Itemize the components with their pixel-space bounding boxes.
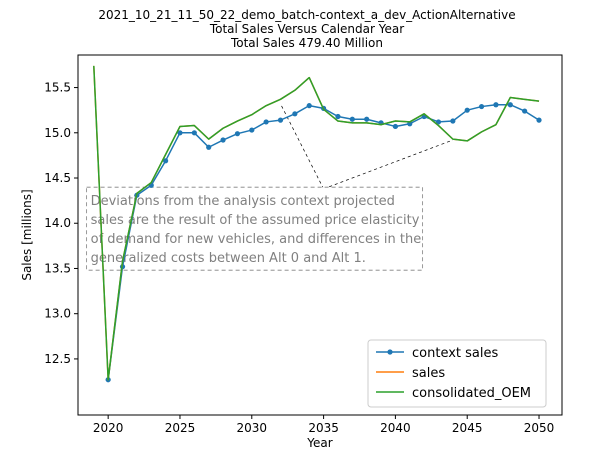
data-point	[392, 123, 399, 130]
data-point	[536, 117, 542, 123]
legend-label: sales	[412, 366, 445, 381]
data-point	[292, 111, 298, 117]
data-point	[191, 130, 197, 136]
data-point	[493, 102, 499, 108]
data-point	[478, 103, 485, 110]
y-axis-label: Sales [millions]	[20, 189, 34, 280]
x-tick-label: 2030	[237, 421, 268, 435]
data-point	[206, 144, 212, 150]
y-tick-label: 12.5	[44, 352, 71, 366]
chart-title-line-2: Total Sales Versus Calendar Year	[209, 22, 405, 36]
y-tick-label: 13.0	[44, 307, 71, 321]
data-point	[364, 116, 370, 122]
y-tick-label: 14.0	[44, 216, 71, 230]
annotation-box	[86, 186, 424, 271]
data-point	[306, 103, 312, 109]
y-tick-label: 15.5	[44, 81, 71, 95]
y-tick-label: 15.0	[44, 126, 71, 140]
data-point	[450, 118, 456, 124]
data-point	[163, 158, 169, 164]
data-point	[263, 119, 269, 125]
annotation-text-line: generalized costs between Alt 0 and Alt …	[91, 251, 366, 266]
data-point	[522, 108, 528, 114]
chart-title-line-3: Total Sales 479.40 Million	[230, 36, 384, 50]
legend: context sales sales consolidated_OEM	[367, 339, 547, 408]
x-tick-label: 2020	[93, 421, 124, 435]
x-tick-label: 2050	[524, 421, 555, 435]
chart-title-line-1: 2021_10_21_11_50_22_demo_batch-context_a…	[98, 8, 516, 22]
data-point	[349, 116, 355, 122]
data-point	[220, 137, 226, 143]
annotation-arrow	[280, 103, 324, 190]
annotation-arrow	[323, 139, 453, 190]
x-axis-label: Year	[306, 436, 332, 450]
data-point	[507, 102, 513, 108]
data-point	[249, 127, 255, 133]
annotation-text-line: of demand for new vehicles, and differen…	[91, 232, 422, 247]
y-tick-label: 13.5	[44, 261, 71, 275]
annotation-layer: Deviations from the analysis context pro…	[86, 103, 453, 271]
data-point	[177, 130, 183, 136]
data-point	[435, 119, 442, 125]
legend-marker	[387, 349, 393, 355]
x-tick-label: 2025	[165, 421, 196, 435]
legend-label: consolidated_OEM	[412, 386, 531, 401]
data-point	[335, 113, 341, 120]
x-tick-label: 2045	[452, 421, 483, 435]
data-point	[277, 117, 284, 123]
axes-layer: 2020 2025 2030 2035 2040 2045 2050 12.5 13.0 13.5…	[20, 81, 554, 450]
series-line-consolidated-oem	[93, 65, 540, 381]
legend-label: context sales	[412, 346, 498, 361]
annotation-text-line: Deviations from the analysis context pro…	[91, 194, 395, 209]
plot-frame	[77, 54, 563, 416]
x-tick-label: 2035	[308, 421, 339, 435]
legend-box	[367, 339, 547, 408]
series-layer	[93, 65, 542, 383]
x-tick-label: 2040	[380, 421, 411, 435]
data-point	[464, 107, 470, 113]
annotation-text-line: sales are the result of the assumed pric…	[91, 213, 420, 228]
data-point	[234, 131, 241, 137]
y-tick-label: 14.5	[44, 171, 71, 185]
